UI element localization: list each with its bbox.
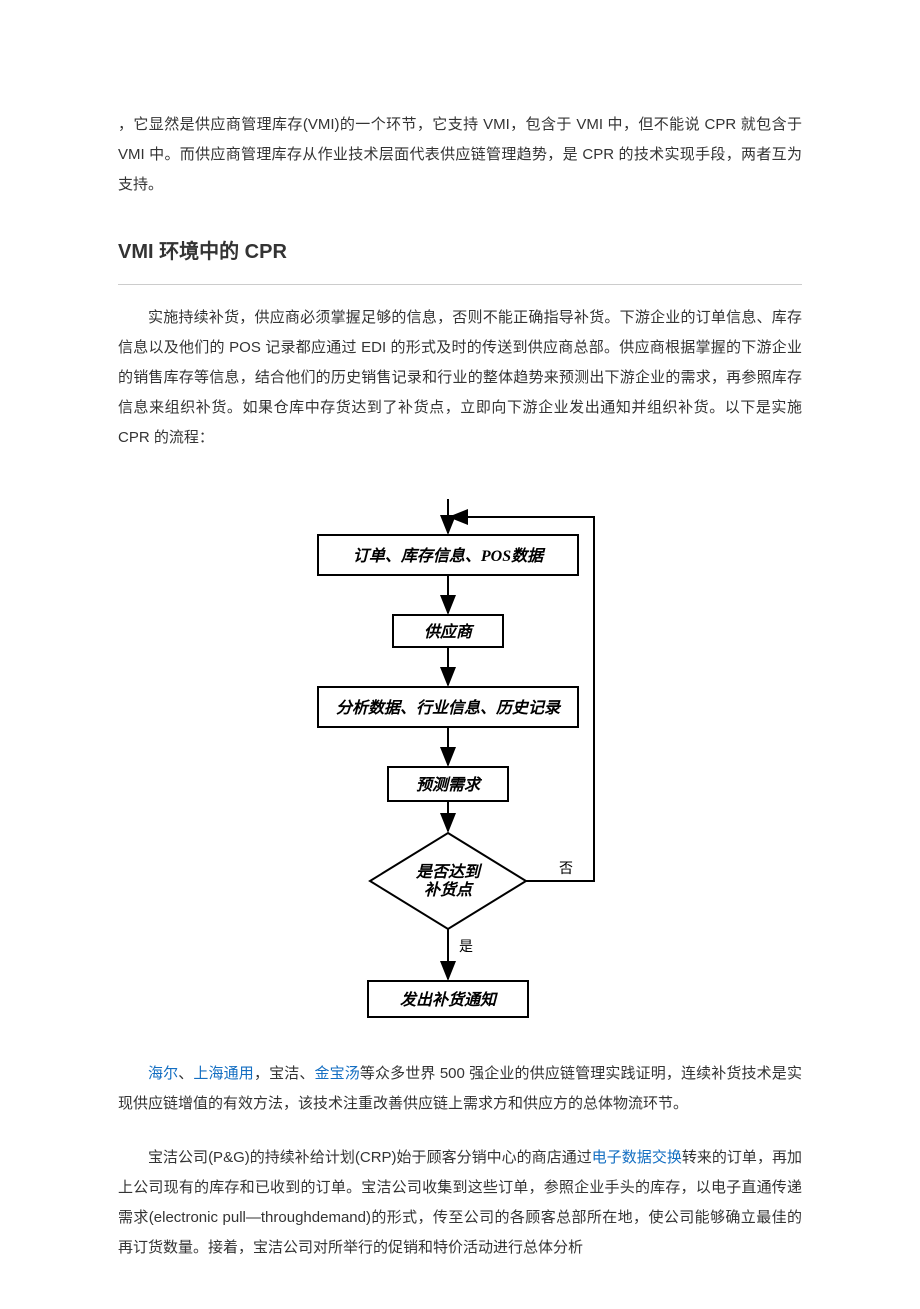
edge-yes-label: 是 <box>459 940 473 955</box>
link-edi[interactable]: 电子数据交换 <box>592 1149 682 1166</box>
section-heading: VMI 环境中的 CPR <box>118 232 802 280</box>
node-forecast-label: 预测需求 <box>416 776 483 794</box>
text: 宝洁公司(P&G)的持续补给计划(CRP)始于顾客分销中心的商店通过 <box>148 1149 592 1166</box>
node-supplier-label: 供应商 <box>424 623 475 641</box>
node-orders-label: 订单、库存信息、POS数据 <box>353 547 546 565</box>
body-paragraph-3: 宝洁公司(P&G)的持续补给计划(CRP)始于顾客分销中心的商店通过电子数据交换… <box>118 1143 802 1263</box>
link-haier[interactable]: 海尔 <box>148 1065 178 1082</box>
node-decision-label-2: 补货点 <box>424 881 474 899</box>
node-notify-label: 发出补货通知 <box>400 991 498 1009</box>
node-analyze-label: 分析数据、行业信息、历史记录 <box>336 699 562 717</box>
section-divider <box>118 284 802 285</box>
intro-paragraph: ，它显然是供应商管理库存(VMI)的一个环节，它支持 VMI，包含于 VMI 中… <box>118 110 802 200</box>
link-campbell[interactable]: 金宝汤 <box>314 1065 359 1082</box>
node-decision-label-1: 是否达到 <box>415 863 483 881</box>
edge-no-label: 否 <box>559 862 573 877</box>
cpr-flowchart: 订单、库存信息、POS数据 供应商 分析数据、行业信息、历史记录 预测需求 是否… <box>298 481 622 1031</box>
node-decision-diamond <box>370 833 526 929</box>
sep: 、 <box>178 1065 193 1082</box>
body-paragraph-2: 海尔、上海通用，宝洁、金宝汤等众多世界 500 强企业的供应链管理实践证明，连续… <box>118 1059 802 1119</box>
text: ，宝洁、 <box>254 1065 315 1082</box>
body-paragraph-1: 实施持续补货，供应商必须掌握足够的信息，否则不能正确指导补货。下游企业的订单信息… <box>118 303 802 453</box>
document-page: ，它显然是供应商管理库存(VMI)的一个环节，它支持 VMI，包含于 VMI 中… <box>0 0 920 1309</box>
link-shanghai-gm[interactable]: 上海通用 <box>193 1065 254 1082</box>
